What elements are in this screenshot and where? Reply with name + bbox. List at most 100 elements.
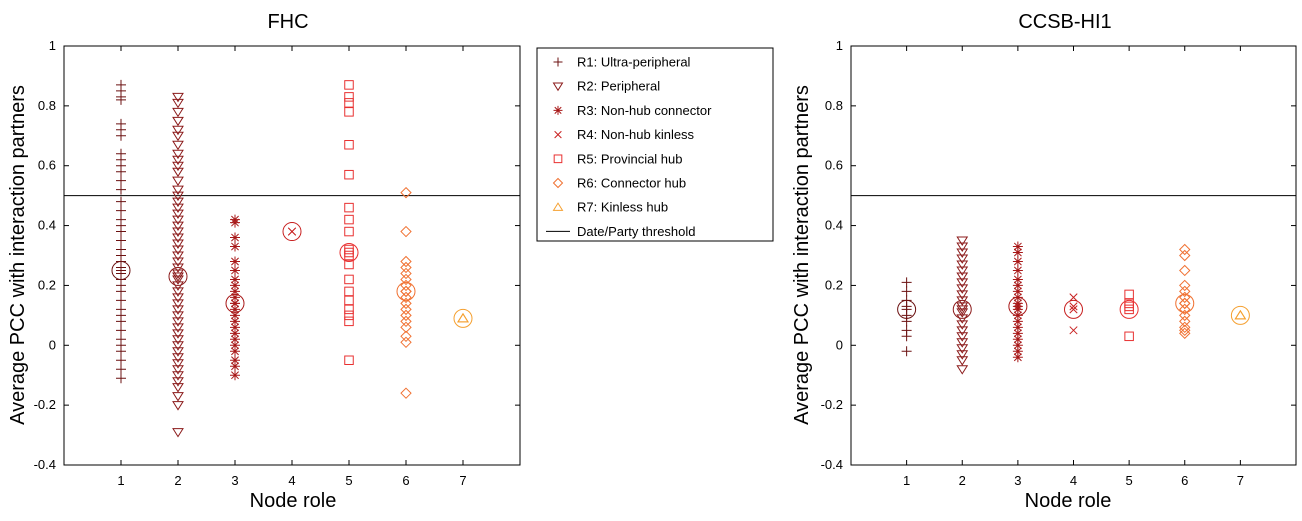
y-tick-label: 0.2 (38, 277, 56, 292)
data-point (230, 334, 240, 345)
data-point (1179, 243, 1191, 256)
data-point (400, 273, 412, 286)
y-axis-title-ccsb-hi1: Average PCC with interaction partners (791, 85, 813, 425)
data-point (172, 311, 184, 321)
data-point (344, 304, 354, 315)
data-point (172, 377, 184, 387)
data-point (230, 361, 240, 372)
data-point (116, 184, 126, 195)
data-point (1012, 316, 1023, 327)
data-point (956, 242, 969, 252)
mean-circle (952, 299, 972, 319)
axis-ticks-fhc: -0.4 -0.2 0 0.2 0.4 0.6 0.8 1 1 2 3 4 5 6 7 (34, 38, 520, 488)
data-point (956, 338, 969, 348)
data-point (172, 167, 184, 178)
y-tick-label: 0.6 (38, 158, 56, 173)
data-point (1234, 309, 1247, 320)
data-point (457, 312, 469, 323)
data-point (956, 254, 969, 264)
y-tick-label: 0 (836, 337, 843, 352)
data-point (172, 131, 184, 142)
x-tick-label: 7 (459, 473, 466, 488)
mean-point (1069, 305, 1078, 314)
data-point (956, 350, 969, 360)
data-point (956, 260, 969, 270)
data-point (172, 161, 184, 172)
y-tick-label: -0.4 (821, 457, 843, 472)
data-point (116, 130, 126, 141)
data-point (344, 295, 354, 306)
data-point (1012, 322, 1023, 333)
data-point (230, 292, 240, 303)
data-point (172, 203, 184, 214)
data-point (116, 196, 126, 207)
data-point (1069, 293, 1078, 302)
data-point (172, 149, 184, 160)
data-point (344, 244, 354, 255)
data-point (116, 286, 126, 297)
data-point (1012, 247, 1023, 258)
data-point (1012, 340, 1023, 351)
data-point (956, 344, 969, 354)
data-point (400, 285, 412, 298)
legend-label: R1: Ultra-peripheral (577, 55, 691, 70)
data-point (1012, 265, 1023, 276)
data-point (956, 248, 969, 258)
data-point (172, 245, 184, 255)
data-point (1012, 352, 1023, 363)
data-point (956, 365, 969, 375)
data-point (172, 197, 184, 208)
data-point (172, 239, 184, 249)
data-point (116, 295, 126, 306)
data-point (116, 325, 126, 336)
mean-circle (225, 293, 245, 313)
data-point (116, 175, 126, 186)
data-point (172, 347, 184, 357)
data-point (172, 371, 184, 381)
data-point (172, 305, 184, 315)
legend-marker (553, 105, 563, 115)
data-point (172, 176, 184, 187)
data-point (344, 355, 354, 365)
data-point (400, 315, 412, 328)
legend-label: R5: Provincial hub (577, 151, 683, 166)
data-point (172, 287, 184, 297)
data-point (172, 392, 184, 402)
data-point (172, 383, 184, 393)
mean-circle (1119, 299, 1139, 319)
data-point (400, 291, 412, 304)
data-point (400, 255, 412, 268)
data-point (956, 266, 969, 276)
data-point (230, 340, 240, 351)
plot-frame-fhc (63, 45, 521, 466)
data-point (172, 293, 184, 303)
y-tick-label: 0.4 (825, 218, 843, 233)
data-point (344, 316, 354, 327)
data-point (230, 241, 240, 252)
data-point (172, 125, 184, 136)
data-point (230, 265, 240, 276)
mean-point (116, 265, 126, 276)
data-point (1179, 279, 1191, 292)
data-point (400, 309, 412, 322)
data-point (230, 355, 240, 366)
data-point (1012, 280, 1023, 291)
data-point (172, 209, 184, 220)
legend-marker (554, 130, 562, 139)
data-point (1179, 285, 1191, 298)
legend-marker (553, 154, 563, 164)
mean-circle (1008, 296, 1028, 316)
data-point (344, 274, 354, 285)
data-point (400, 387, 412, 399)
data-point (172, 221, 184, 232)
legend-label: R3: Non-hub connector (577, 103, 712, 118)
data-point (1012, 328, 1023, 339)
data-point (116, 166, 126, 177)
legend-marker (552, 177, 564, 189)
legend-label: R6: Connector hub (577, 176, 686, 191)
mean-circle (396, 281, 416, 301)
data-point (400, 336, 412, 349)
y-tick-label: 0 (49, 337, 56, 352)
data-point (116, 316, 126, 327)
